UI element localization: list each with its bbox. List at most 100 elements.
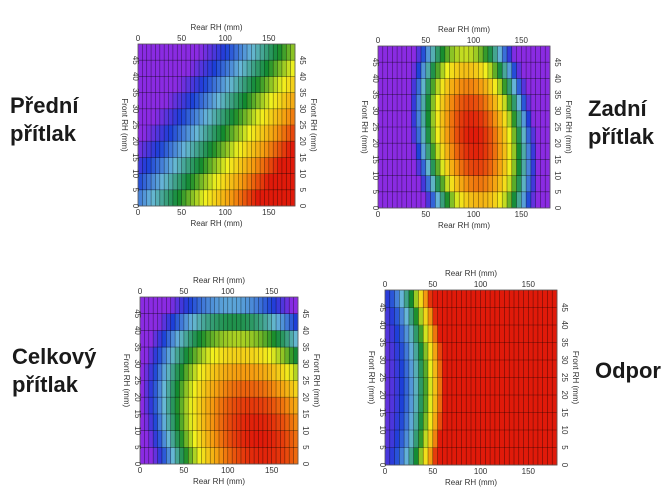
y-tick-label-left: 45 — [371, 58, 380, 67]
heatmap-cell — [552, 447, 558, 466]
heatmap-cell — [397, 143, 403, 160]
y-tick-label-right: 45 — [301, 309, 310, 318]
heatmap-cell — [442, 307, 448, 326]
heatmap-cell — [397, 46, 403, 63]
heatmap-cell — [225, 189, 230, 207]
y-tick-label-right: 0 — [301, 462, 310, 467]
heatmap-cell — [542, 395, 548, 413]
heatmap-cell — [459, 191, 465, 209]
heatmap-cell — [425, 62, 431, 79]
heatmap-cell — [387, 191, 393, 209]
heatmap-cell — [242, 44, 248, 61]
heatmap-cell — [494, 395, 500, 413]
heatmap-cell — [421, 110, 427, 128]
heatmap-cell — [399, 447, 405, 466]
y-tick-label-left: 25 — [371, 123, 380, 132]
heatmap-cell — [170, 347, 176, 365]
heatmap-cell — [430, 110, 436, 128]
heatmap-cell — [389, 307, 395, 326]
heatmap-cell — [473, 78, 479, 95]
heatmap-cell — [526, 191, 532, 209]
heatmap-cell — [416, 191, 422, 209]
heatmap-cell — [281, 125, 287, 142]
heatmap-cell — [423, 447, 429, 466]
heatmap-cell — [276, 313, 281, 331]
heatmap-cell — [397, 94, 403, 112]
heatmap-cell — [181, 157, 187, 174]
heatmap-cell — [454, 62, 460, 79]
heatmap-cell — [168, 76, 174, 93]
heatmap-cell — [432, 447, 438, 466]
heatmap-cell — [464, 94, 470, 112]
heatmap-cell — [411, 62, 417, 79]
heatmap-cell — [504, 307, 510, 326]
heatmap-cell — [183, 363, 189, 381]
heatmap-cell — [185, 125, 191, 142]
heatmap-cell — [276, 413, 281, 431]
heatmap-cell — [435, 191, 441, 209]
heatmap-cell — [385, 430, 391, 448]
heatmap-cell — [502, 191, 508, 209]
heatmap-cell — [428, 377, 434, 396]
heatmap-cell — [289, 363, 294, 381]
heatmap-cell — [159, 76, 165, 93]
heatmap-cell — [378, 62, 384, 79]
heatmap-cell — [262, 413, 268, 431]
heatmap-cell — [146, 44, 152, 61]
heatmap-cell — [146, 108, 152, 126]
heatmap-cell — [201, 347, 207, 365]
heatmap-cell — [194, 44, 200, 61]
heatmap-cell — [245, 313, 251, 331]
heatmap-cell — [466, 290, 472, 308]
heatmap-cell — [268, 60, 274, 77]
heatmap-cell — [437, 430, 443, 448]
heatmap-cell — [404, 342, 410, 361]
heatmap-cell — [461, 307, 467, 326]
heatmap-cell — [164, 108, 169, 126]
heatmap-cell — [273, 141, 278, 158]
heatmap-cell — [273, 173, 278, 191]
heatmap-cell — [245, 430, 251, 448]
heatmap-cell — [437, 412, 443, 431]
heatmap-cell — [547, 447, 553, 466]
heatmap-cell — [264, 108, 270, 126]
heatmap-cell — [280, 430, 286, 448]
heatmap-cell — [207, 125, 213, 142]
heatmap-cell — [207, 44, 213, 61]
heatmap-cell — [432, 360, 438, 378]
heatmap-cell — [459, 143, 465, 160]
heatmap-cell — [290, 92, 296, 110]
heatmap-cell — [542, 290, 548, 308]
heatmap-cell — [533, 395, 539, 413]
heatmap-cell — [533, 412, 539, 431]
y-tick-label-right: 20 — [560, 391, 569, 400]
y-tick-label-left: 30 — [133, 359, 142, 368]
heatmap-cell — [382, 46, 388, 63]
heatmap-cell — [183, 413, 189, 431]
heatmap-cell — [170, 330, 176, 348]
heatmap-cell — [473, 110, 479, 128]
heatmap-cell — [421, 159, 427, 176]
heatmap-cell — [280, 347, 286, 365]
x-axis-label-top: Rear RH (mm) — [191, 23, 243, 32]
heatmap-cell — [247, 173, 252, 191]
heatmap-cell — [461, 412, 467, 431]
heatmap-cell — [451, 342, 457, 361]
heatmap-cell — [473, 143, 479, 160]
heatmap-cell — [406, 110, 412, 128]
heatmap-cell — [382, 62, 388, 79]
heatmap-cell — [214, 363, 220, 381]
heatmap-cell — [268, 92, 274, 110]
heatmap-cell — [290, 60, 296, 77]
heatmap-cell — [166, 430, 172, 448]
heatmap-cell — [264, 173, 270, 191]
heatmap-cell — [168, 189, 174, 207]
heatmap-cell — [188, 330, 193, 348]
heatmap-cell — [179, 380, 185, 398]
label-line: Zadní — [588, 96, 647, 121]
heatmap-cell — [289, 430, 294, 448]
heatmap-cell — [247, 189, 252, 207]
heatmap-cell — [440, 175, 446, 193]
heatmap-cell — [507, 62, 513, 79]
heatmap-cell — [542, 342, 548, 361]
